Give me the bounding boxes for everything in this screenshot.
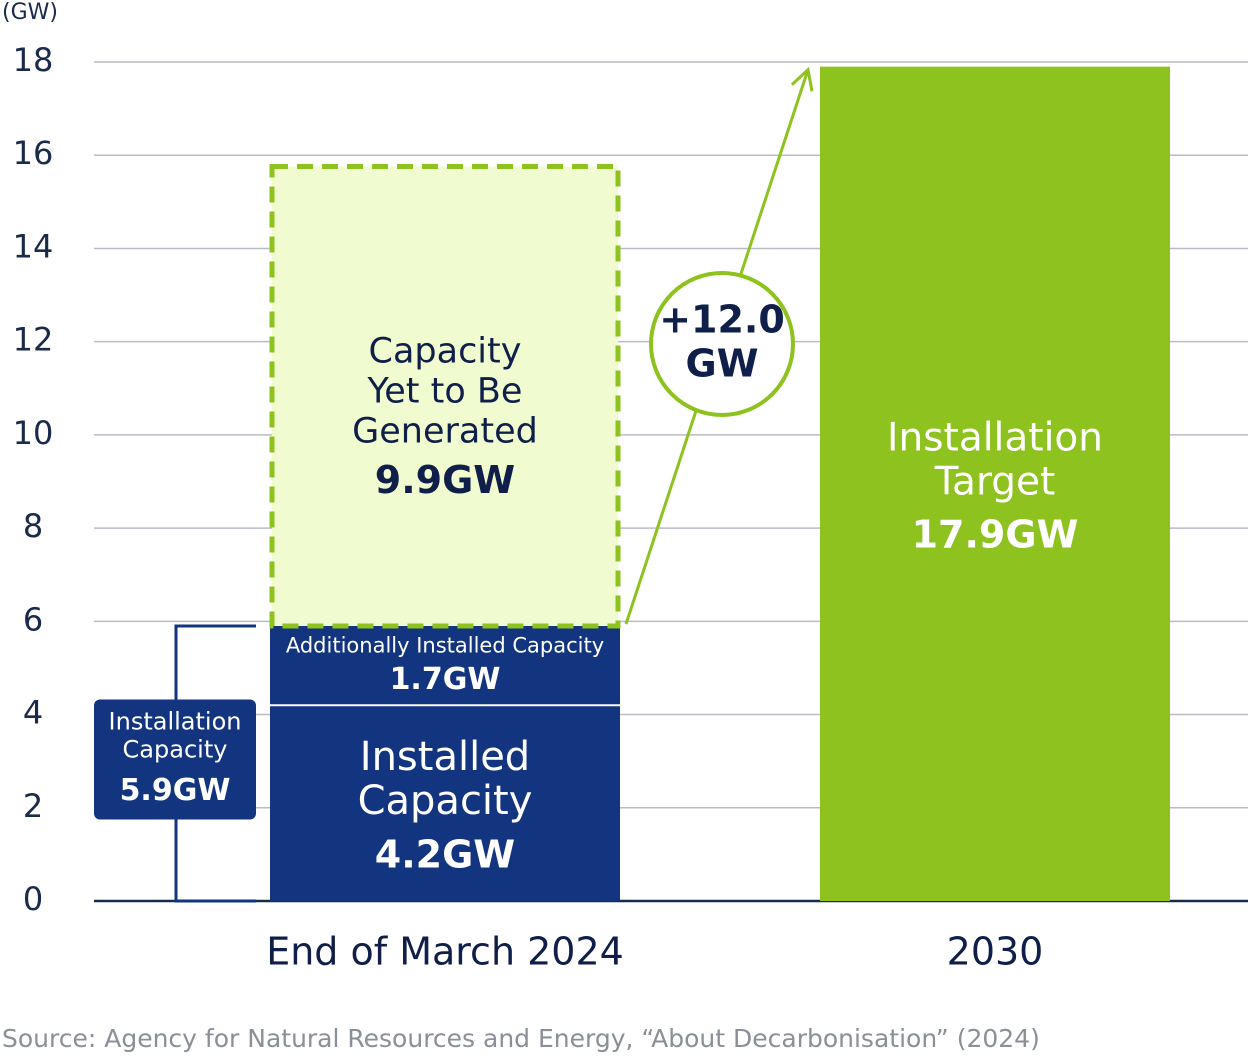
bar-installation-target (820, 66, 1170, 901)
bar-label-line: Installed (360, 734, 530, 780)
y-tick-label: 18 (13, 41, 54, 79)
increase-badge (649, 271, 795, 417)
y-tick-label: 14 (13, 227, 54, 265)
x-category-label: 2030 (947, 930, 1044, 974)
y-tick-label: 0 (23, 880, 43, 918)
bar-label-line: Capacity (369, 331, 522, 371)
y-tick-label: 6 (23, 600, 43, 638)
y-tick-label: 10 (13, 414, 54, 452)
bar-label-line: Additionally Installed Capacity (286, 634, 604, 658)
bracket-label-box (94, 699, 256, 820)
bar-label-line: Generated (352, 411, 538, 451)
y-tick-label: 8 (23, 507, 43, 545)
bar-label-line: Installation (887, 415, 1103, 460)
bar-value-label: 17.9GW (912, 512, 1079, 556)
bar-value-label: 4.2GW (375, 833, 515, 877)
increase-badge-value: +12.0 (659, 298, 785, 342)
x-category-label: End of March 2024 (266, 930, 624, 974)
bar-label-line: Target (934, 459, 1056, 504)
bracket-value-label: 5.9GW (120, 773, 231, 808)
bar-installed-capacity (270, 705, 620, 901)
y-tick-label: 12 (13, 321, 54, 359)
bars-layer (94, 66, 1170, 903)
y-tick-label: 16 (13, 134, 54, 172)
bracket-label-line: Installation (109, 707, 242, 735)
y-tick-label: 4 (23, 694, 43, 732)
increase-arrow-head (790, 66, 814, 92)
bar-value-label: 1.7GW (390, 662, 501, 697)
bar-additionally-installed-capacity (270, 625, 620, 706)
bar-label-line: Capacity (358, 778, 533, 824)
y-tick-label: 2 (23, 787, 43, 825)
bar-label-line: Yet to Be (367, 371, 523, 411)
increase-badge-unit: GW (685, 342, 758, 386)
bar-value-label: 9.9GW (375, 458, 515, 502)
y-axis-unit-label: (GW) (2, 0, 58, 25)
bar-capacity-yet-to-be-generated (269, 164, 621, 629)
source-note: Source: Agency for Natural Resources and… (2, 1024, 1040, 1053)
bracket-label-line: Capacity (123, 735, 228, 763)
